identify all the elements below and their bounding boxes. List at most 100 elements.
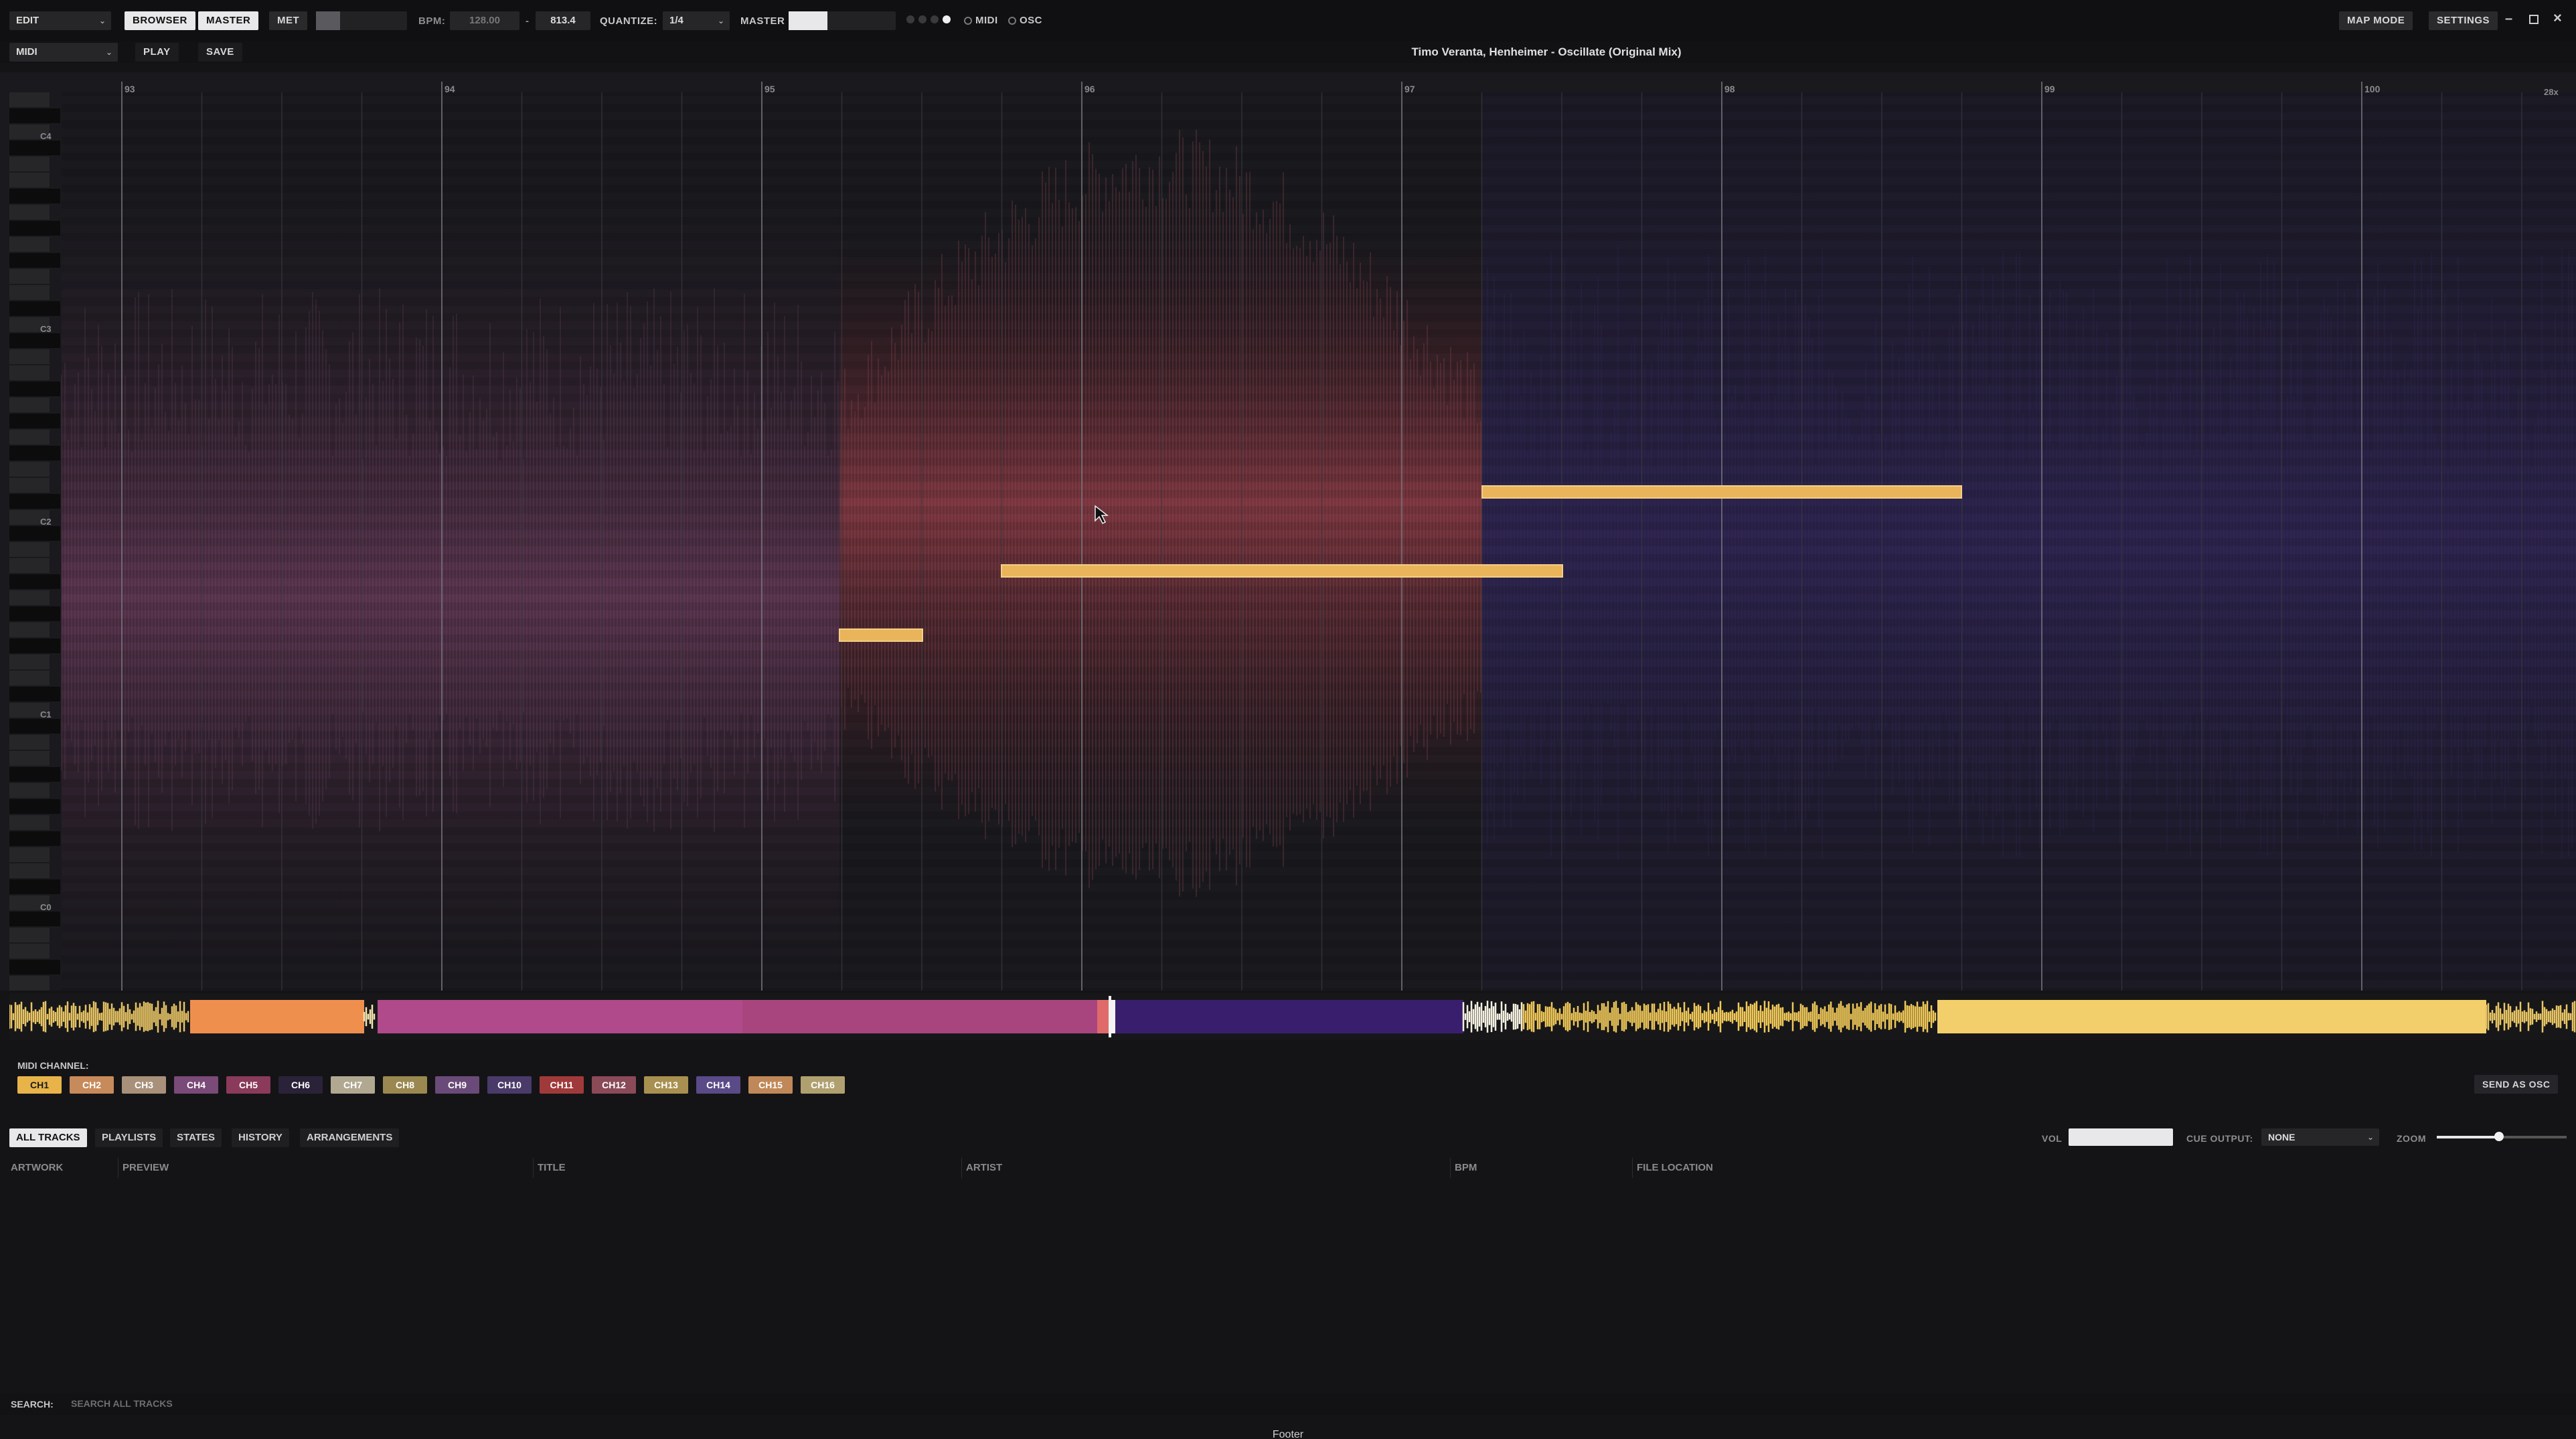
midi-channel-button-ch5[interactable]: CH5 [226,1076,270,1094]
midi-channel-button-ch9[interactable]: CH9 [435,1076,479,1094]
white-key[interactable] [9,173,50,187]
white-key[interactable] [9,944,50,958]
white-key[interactable] [9,735,50,750]
black-key[interactable] [9,108,60,123]
tab-history[interactable]: HISTORY [232,1128,289,1147]
white-key[interactable] [9,478,50,493]
white-key[interactable] [9,398,50,412]
white-key[interactable] [9,558,50,573]
white-key[interactable] [9,285,50,300]
midi-note[interactable] [1481,485,1962,499]
piano-roll[interactable]: RHYTHM Oscillate (Original Mix) Timo Ver… [0,72,2576,991]
black-key[interactable] [9,382,60,396]
piano-roll-canvas[interactable]: RHYTHM Oscillate (Original Mix) Timo Ver… [0,72,2576,991]
browser-button[interactable]: BROWSER [125,11,195,30]
search-input[interactable] [71,1395,673,1412]
black-key[interactable] [9,960,60,975]
white-key[interactable] [9,590,50,605]
overview-canvas[interactable] [8,993,2576,1040]
white-key[interactable] [9,365,50,380]
play-button[interactable]: PLAY [135,43,179,62]
piano-keyboard[interactable] [9,92,60,991]
white-key[interactable] [9,317,50,332]
midi-channel-button-ch14[interactable]: CH14 [696,1076,740,1094]
black-key[interactable] [9,831,60,846]
metronome-button[interactable]: MET [269,11,308,30]
column-artist[interactable]: ARTIST [961,1158,1450,1178]
white-key[interactable] [9,655,50,669]
black-key[interactable] [9,301,60,316]
master-volume-slider[interactable] [789,11,896,30]
midi-channel-button-ch1[interactable]: CH1 [17,1076,62,1094]
white-key[interactable] [9,622,50,637]
map-mode-button[interactable]: MAP MODE [2339,11,2413,30]
white-key[interactable] [9,703,50,717]
black-key[interactable] [9,574,60,589]
bpm-input[interactable]: 128.00 [450,11,519,30]
black-key[interactable] [9,912,60,926]
black-key[interactable] [9,687,60,701]
edit-menu-dropdown[interactable]: EDIT ⌄ [9,11,111,30]
white-key[interactable] [9,542,50,557]
black-key[interactable] [9,767,60,782]
white-key[interactable] [9,157,50,171]
white-key[interactable] [9,671,50,685]
midi-channel-button-ch8[interactable]: CH8 [383,1076,427,1094]
black-key[interactable] [9,606,60,621]
master-button[interactable]: MASTER [198,11,259,30]
midi-channel-button-ch13[interactable]: CH13 [644,1076,688,1094]
column-artwork[interactable]: ARTWORK [11,1162,64,1173]
midi-radio[interactable]: MIDI [964,15,998,26]
column-title[interactable]: TITLE [533,1158,961,1178]
white-key[interactable] [9,751,50,766]
close-window-icon[interactable]: × [2553,9,2562,26]
tab-states[interactable]: STATES [170,1128,222,1147]
minimize-window-icon[interactable]: – [2505,11,2513,26]
metronome-level-slider[interactable] [316,11,407,30]
midi-channel-button-ch12[interactable]: CH12 [592,1076,636,1094]
white-key[interactable] [9,928,50,942]
black-key[interactable] [9,639,60,653]
midi-channel-button-ch6[interactable]: CH6 [278,1076,323,1094]
tab-arrangements[interactable]: ARRANGEMENTS [300,1128,400,1147]
black-key[interactable] [9,446,60,460]
white-key[interactable] [9,847,50,862]
white-key[interactable] [9,92,50,107]
black-key[interactable] [9,799,60,814]
midi-note[interactable] [1001,564,1563,578]
midi-channel-button-ch16[interactable]: CH16 [801,1076,845,1094]
white-key[interactable] [9,430,50,444]
midi-channel-button-ch11[interactable]: CH11 [540,1076,584,1094]
column-preview[interactable]: PREVIEW [118,1158,533,1178]
track-overview-waveform[interactable] [8,993,2576,1040]
cue-output-dropdown[interactable]: NONE ⌄ [2261,1128,2379,1146]
black-key[interactable] [9,526,60,541]
black-key[interactable] [9,494,60,509]
white-key[interactable] [9,349,50,364]
white-key[interactable] [9,269,50,284]
white-key[interactable] [9,863,50,878]
send-as-osc-button[interactable]: SEND AS OSC [2474,1075,2559,1094]
white-key[interactable] [9,815,50,830]
midi-channel-button-ch3[interactable]: CH3 [122,1076,166,1094]
midi-note[interactable] [839,628,923,642]
white-key[interactable] [9,462,50,477]
position-readout[interactable]: 813.4 [536,11,590,30]
settings-button[interactable]: SETTINGS [2429,11,2498,30]
osc-radio[interactable]: OSC [1008,15,1042,26]
midi-channel-button-ch7[interactable]: CH7 [331,1076,375,1094]
black-key[interactable] [9,719,60,734]
slider-handle[interactable] [2494,1132,2504,1141]
quantize-dropdown[interactable]: 1/4 ⌄ [663,11,730,30]
midi-channel-button-ch4[interactable]: CH4 [174,1076,218,1094]
white-key[interactable] [9,896,50,910]
black-key[interactable] [9,879,60,894]
tab-playlists[interactable]: PLAYLISTS [95,1128,163,1147]
save-button[interactable]: SAVE [198,43,242,62]
black-key[interactable] [9,221,60,236]
browser-zoom-slider[interactable] [2437,1132,2567,1141]
white-key[interactable] [9,237,50,252]
black-key[interactable] [9,141,60,155]
midi-channel-button-ch10[interactable]: CH10 [487,1076,532,1094]
playhead-marker[interactable] [1109,996,1111,1037]
